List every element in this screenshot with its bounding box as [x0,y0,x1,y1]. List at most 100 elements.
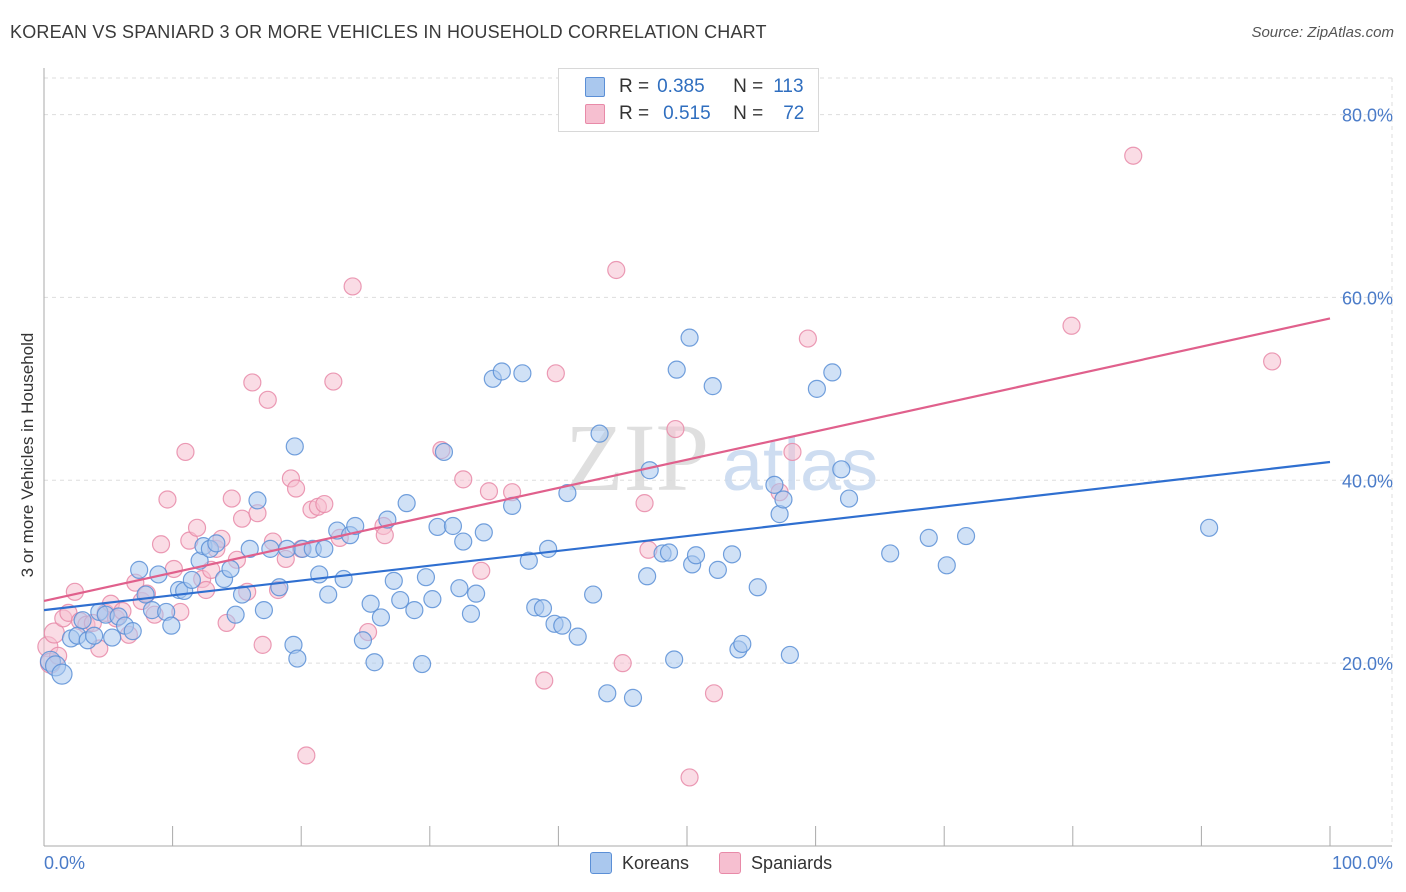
spaniard-point [297,746,316,765]
legend-label-spaniards: Spaniards [751,852,833,873]
korean-point [1200,518,1219,537]
korean-point [130,560,149,579]
korean-point [659,543,679,562]
spaniards-swatch [585,104,605,124]
korean-point [919,528,938,547]
korean-point [85,626,104,645]
watermark: ZIP atlas [565,404,878,511]
spaniard-point [535,671,554,690]
spaniard-point [454,470,473,489]
korean-point [443,516,463,536]
koreans-swatch [590,852,612,874]
spaniard-point [635,494,654,513]
spaniard-point [375,526,394,545]
korean-point [881,544,900,563]
korean-point [240,539,259,558]
legend-item-koreans: Koreans [590,852,689,874]
korean-point [823,363,842,382]
y-tick-label: 80.0% [1342,106,1393,126]
n-label: N = [733,76,764,97]
korean-point [553,616,572,635]
korean-point [539,539,558,558]
series-legend: Koreans Spaniards [590,852,862,874]
korean-point [454,532,473,551]
korean-point [722,545,742,564]
spaniard-point [1124,146,1143,165]
korean-point [598,684,617,703]
korean-point [839,489,859,508]
n-value: 72 [783,103,805,124]
spaniard-point [158,490,177,509]
spaniards-trend-line [43,317,1331,603]
korean-point [226,605,245,624]
korean-point [361,594,380,613]
y-tick-label: 20.0% [1342,654,1393,674]
korean-point [310,565,329,584]
korean-point [103,628,122,647]
korean-point [391,590,410,610]
tick-labels: 20.0% 40.0% 60.0% 80.0% 0.0% 100.0% [44,106,1393,873]
korean-point [519,551,538,570]
korean-point [412,654,432,674]
x-tick-label: 0.0% [44,853,85,873]
korean-point [221,559,240,579]
gridlines [44,77,1393,846]
spaniard-point [253,635,272,654]
correlation-legend: R = 0.385 N = 113 R = 0.515 N = 72 [558,68,819,132]
watermark-zip: ZIP [565,404,709,511]
korean-point [703,377,722,396]
spaniard-point [680,768,699,787]
n-label: N = [733,103,764,124]
korean-point [708,560,727,579]
korean-point [590,424,609,443]
spaniard-point [243,373,262,392]
korean-point [353,631,373,650]
spaniard-point [343,277,362,296]
spaniard-point [666,419,685,439]
koreans-points [39,328,1219,707]
axes [43,68,1392,847]
korean-point [371,608,391,627]
spaniard-point [164,559,183,579]
korean-point [638,567,657,586]
koreans-swatch [585,77,605,97]
source-attribution: Source: ZipAtlas.com [1251,24,1394,41]
korean-point [73,611,92,630]
korean-point [397,494,416,513]
korean-point [136,585,155,604]
korean-point [686,546,706,565]
x-tick-label: 100.0% [1332,853,1393,873]
spaniard-point [1062,316,1081,335]
korean-point [832,460,851,479]
korean-point [254,601,274,620]
korean-point [667,360,686,379]
korean-point [665,650,684,669]
korean-point [416,568,436,587]
legend-item-spaniards: Spaniards [719,852,832,874]
korean-point [584,585,603,604]
spaniard-point [151,535,171,554]
korean-point [533,599,553,618]
chart-title: KOREAN VS SPANIARD 3 OR MORE VEHICLES IN… [10,22,767,42]
spaniard-point [546,364,565,383]
korean-point [423,590,442,609]
korean-point [434,442,454,462]
spaniard-point [783,442,802,462]
korean-point [466,584,486,603]
korean-point [774,490,793,509]
y-tick-label: 40.0% [1342,471,1393,491]
spaniard-point [222,489,241,508]
spaniard-point [798,329,817,348]
y-tick-label: 60.0% [1342,288,1393,308]
korean-point [319,585,338,604]
korean-point [207,534,226,553]
korean-point [288,649,307,668]
korean-point [315,539,334,558]
spaniard-point [472,561,491,580]
korean-point [492,362,511,381]
legend-row-koreans: R = 0.385 N = 113 [585,75,804,99]
korean-point [474,523,493,542]
n-value: 113 [773,76,804,97]
trend-lines [43,317,1331,612]
